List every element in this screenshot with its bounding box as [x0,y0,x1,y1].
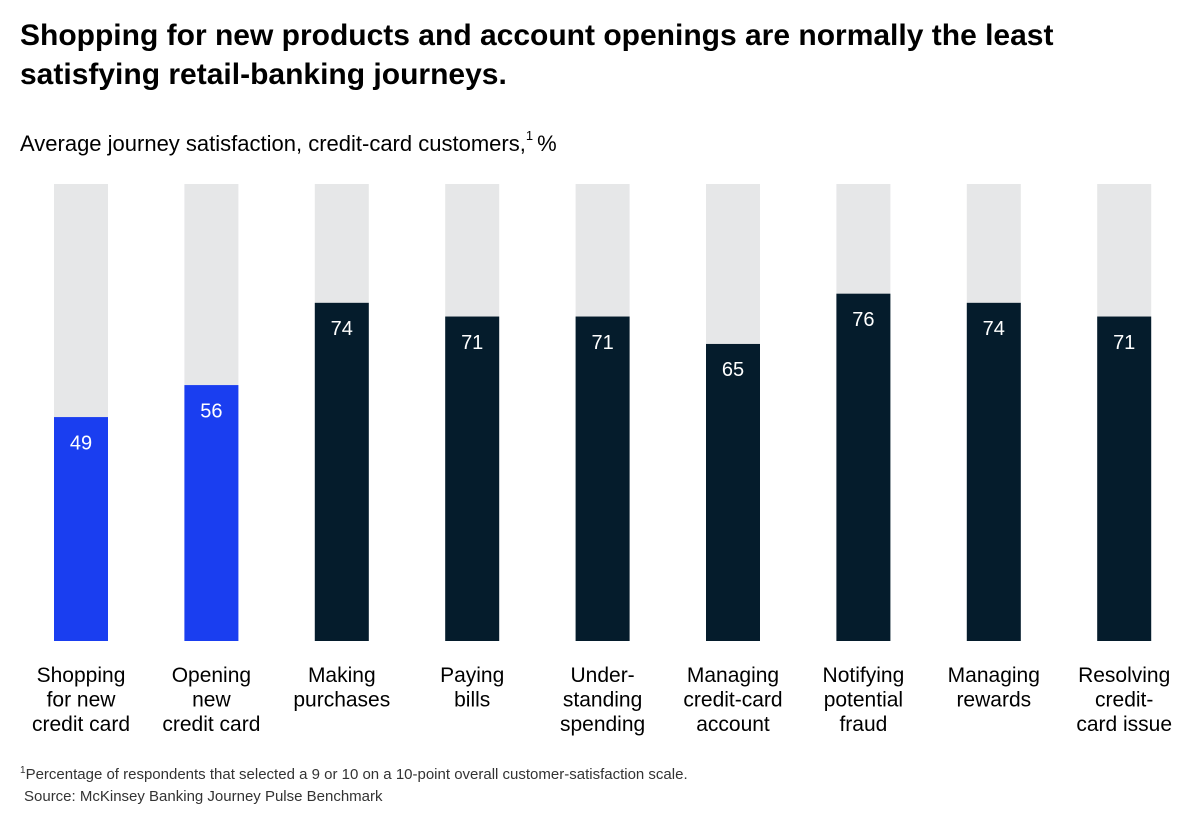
value-label: 74 [983,318,1005,340]
value-label: 71 [1113,332,1135,354]
x-tick-label-line: credit- [1095,688,1153,711]
x-tick-label-line: Managing [948,664,1040,687]
x-tick-label-line: new [192,688,231,711]
value-label: 49 [70,432,92,454]
x-tick-label: Shopping for new credit card [32,664,130,736]
subtitle-text: Average journey satisfaction, credit-car… [20,131,526,156]
bar [836,293,891,641]
x-tick-label: Paying bills [440,664,504,712]
x-tick-label-line: credit-card [683,688,782,711]
x-tick-label-line: Under- [570,664,634,687]
chart-title: Shopping for new products and account op… [20,19,1054,91]
x-tick-label-line: spending [560,713,645,736]
bar [966,302,1021,641]
value-label: 76 [852,309,874,331]
x-tick-label: Opening new credit card [162,664,260,736]
source: Source: McKinsey Banking Journey Pulse B… [24,788,383,805]
x-tick-label-line: Managing [687,664,779,687]
x-tick-label-line: Resolving [1078,664,1170,687]
bar [575,316,630,641]
x-tick-label-line: potential [824,688,903,711]
x-tick-label-line: card issue [1076,713,1172,736]
x-tick-label-line: standing [563,688,642,711]
x-tick-label-line: for new [47,688,117,711]
x-tick-label-line: Shopping [37,664,126,687]
x-tick-label: Under-standing spending [560,664,645,736]
subtitle: Average journey satisfaction, credit-car… [20,128,557,155]
bar [184,385,239,641]
x-tick-label: Making purchases [293,664,390,712]
x-tick-label-line: Opening [172,664,251,687]
x-tick-label: Resolving credit-card issue [1076,664,1172,736]
value-label: 65 [722,359,744,381]
x-tick-label-line: Paying [440,664,504,687]
subtitle-marker: 1 [526,128,533,143]
bar [54,417,108,641]
x-tick-label: Managing rewards [948,664,1040,712]
value-label: 56 [200,400,222,422]
x-tick-label-line: fraud [839,713,887,736]
x-tick-label-line: Notifying [823,664,905,687]
footnote-marker: 1 [20,765,26,776]
footnote: 1Percentage of respondents that selected… [20,765,688,783]
x-tick-label-line: credit card [32,713,130,736]
bar [445,316,500,641]
x-tick-label: Notifying potential fraud [823,664,905,736]
x-tick-label-line: Making [308,664,376,687]
x-tick-label-line: rewards [956,688,1031,711]
footnote-text: Percentage of respondents that selected … [26,766,688,783]
bar [314,302,369,641]
bar [706,343,760,641]
x-tick-label-line: bills [454,688,490,711]
x-tick-label: Managing credit-card account [683,664,782,736]
value-label: 71 [461,332,483,354]
bar [1097,316,1152,641]
value-label: 71 [591,332,613,354]
x-tick-label-line: purchases [293,688,390,711]
x-tick-label-line: credit card [162,713,260,736]
x-tick-label-line: account [696,713,770,736]
value-label: 74 [331,318,353,340]
unit: % [537,131,557,156]
